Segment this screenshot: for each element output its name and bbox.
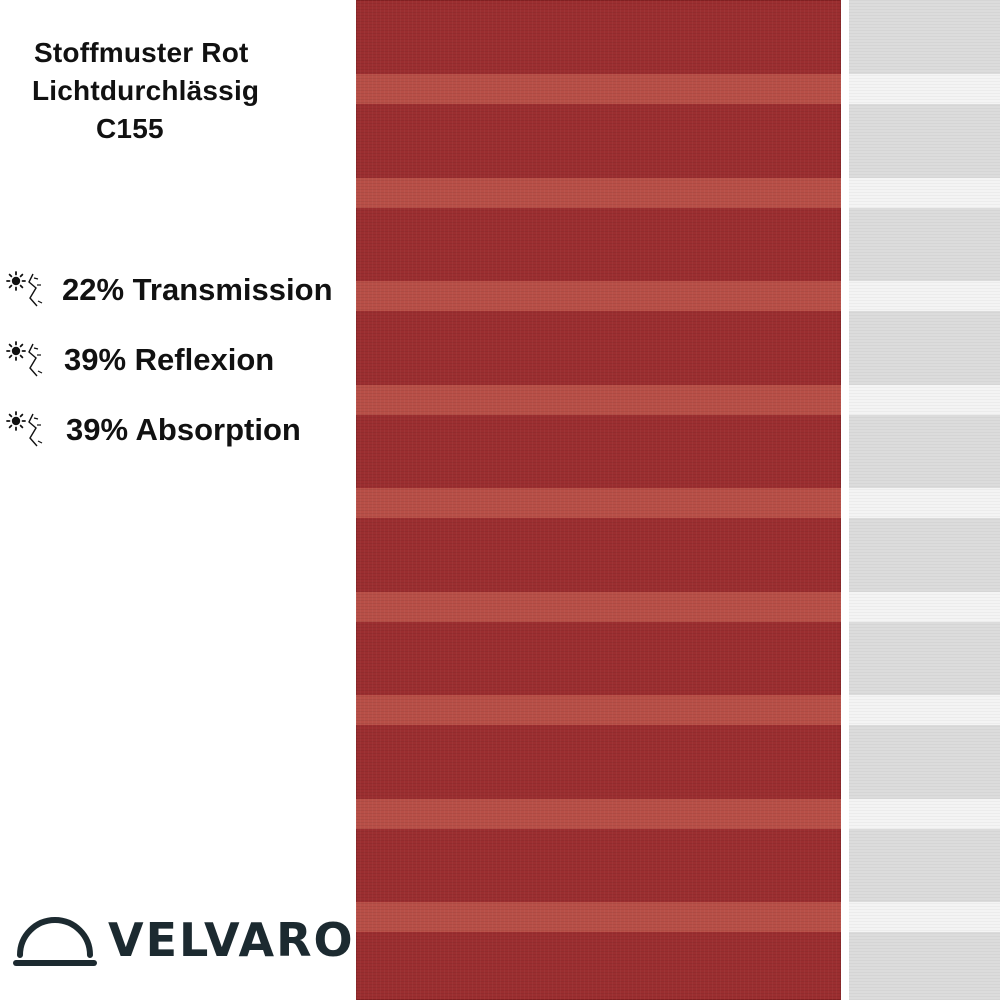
- fabric-stripe: [356, 178, 841, 208]
- sun-light-icon: [6, 341, 43, 377]
- fabric-stripe: [849, 74, 1000, 104]
- fabric-stripe: [849, 592, 1000, 622]
- fabric-stripe: [849, 281, 1000, 311]
- stat-reflexion: 39% Reflexion: [6, 325, 351, 395]
- fabric-stripe: [356, 592, 841, 622]
- white-fabric-swatch: [849, 0, 1000, 1000]
- fabric-stripe: [356, 488, 841, 518]
- stat-label: 22% Transmission: [62, 272, 333, 307]
- fabric-stripe: [356, 385, 841, 415]
- fabric-stripe: [356, 695, 841, 725]
- stat-transmission: 22% Transmission: [6, 255, 351, 325]
- title-block: Stoffmuster Rot Lichtdurchlässig C155: [14, 34, 334, 148]
- swatch-divider: [841, 0, 849, 1000]
- sun-light-icon: [6, 271, 43, 307]
- product-code: C155: [96, 113, 164, 144]
- stat-label: 39% Absorption: [66, 412, 301, 447]
- dome-logo-icon: [13, 917, 97, 966]
- fabric-stripe: [849, 799, 1000, 829]
- fabric-stripe: [849, 488, 1000, 518]
- light-stats-list: 22% Transmission: [6, 255, 351, 465]
- brand-logo: VELVARO: [12, 905, 355, 975]
- fabric-stripe: [849, 902, 1000, 932]
- fabric-stripe: [849, 178, 1000, 208]
- sun-light-icon: [6, 411, 43, 447]
- fabric-stripe: [849, 385, 1000, 415]
- stat-label: 39% Reflexion: [64, 342, 275, 377]
- brand-name: VELVARO: [108, 913, 355, 967]
- fabric-stripe: [356, 281, 841, 311]
- fabric-stripe: [356, 799, 841, 829]
- stat-absorption: 39% Absorption: [6, 395, 351, 465]
- product-title: Stoffmuster Rot: [34, 37, 249, 68]
- fabric-stripe: [356, 902, 841, 932]
- product-subtitle: Lichtdurchlässig: [32, 75, 260, 106]
- red-fabric-swatch: [356, 0, 841, 1000]
- fabric-stripe: [849, 695, 1000, 725]
- fabric-stripe: [356, 74, 841, 104]
